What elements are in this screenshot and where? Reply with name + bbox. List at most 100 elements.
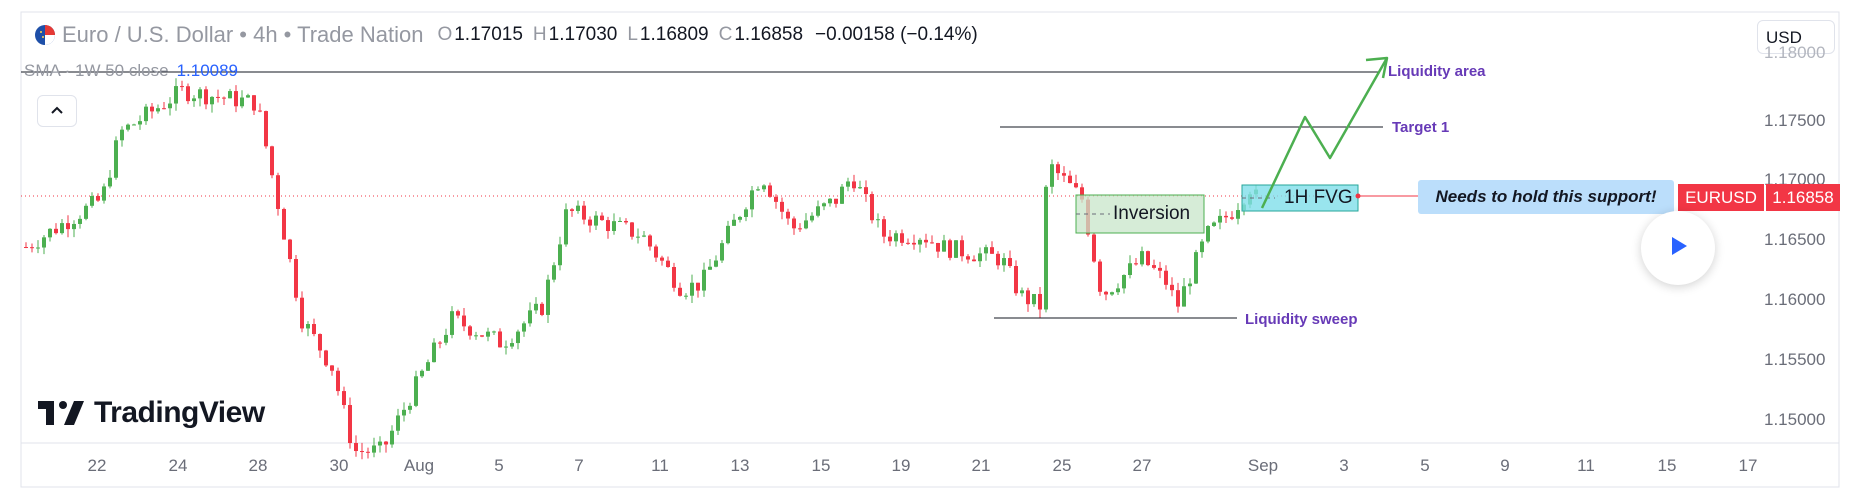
- candle-body: [936, 242, 940, 252]
- candle-body: [168, 103, 172, 109]
- candle-body: [282, 208, 286, 240]
- candle-body: [486, 331, 490, 337]
- candle-body: [138, 121, 142, 125]
- candle-body: [1146, 251, 1150, 266]
- sma-indicator-legend[interactable]: SMA · 1W 50 close 1.10089: [24, 61, 238, 81]
- candle-body: [570, 209, 574, 211]
- currency-button[interactable]: USD: [1757, 20, 1835, 54]
- candle-body: [444, 334, 448, 343]
- candle-body: [1068, 175, 1072, 184]
- candle-body: [876, 219, 880, 221]
- candle-body: [510, 343, 514, 347]
- candle-body: [108, 177, 112, 187]
- candle-body: [1014, 266, 1018, 294]
- candle-body: [1170, 284, 1174, 291]
- candle-body: [360, 451, 364, 453]
- candle-body: [1152, 265, 1156, 268]
- candle-body: [642, 235, 646, 237]
- candle-body: [1026, 290, 1030, 305]
- replay-play-button[interactable]: [1641, 211, 1715, 285]
- play-icon: [1665, 233, 1691, 264]
- candle-body: [1200, 241, 1204, 253]
- support-callout[interactable]: Needs to hold this support!: [1418, 180, 1674, 214]
- time-axis-label: 11: [651, 456, 669, 475]
- time-axis-label: 30: [329, 456, 349, 475]
- candle-body: [690, 282, 694, 296]
- candle-body: [696, 282, 700, 291]
- candle-body: [1104, 291, 1108, 295]
- candle-body: [30, 247, 34, 249]
- candle-body: [624, 220, 628, 223]
- candle-body: [1050, 164, 1054, 187]
- candle-body: [240, 97, 244, 107]
- candle-body: [1116, 288, 1120, 293]
- support-connector-dot: [1355, 193, 1361, 199]
- time-axis-label: 11: [1577, 456, 1595, 475]
- candle-body: [504, 346, 508, 348]
- candle-body: [804, 220, 808, 229]
- candle-body: [150, 106, 154, 112]
- candle-body: [204, 89, 208, 105]
- candle-body: [1218, 215, 1222, 223]
- candle-body: [186, 86, 190, 102]
- candle-body: [774, 196, 778, 202]
- tradingview-logo-icon: [38, 401, 84, 425]
- candle-body: [1176, 290, 1180, 307]
- candle-body: [864, 187, 868, 195]
- target-1-label[interactable]: Target 1: [1392, 119, 1450, 136]
- eu-us-flag-icon: [34, 24, 56, 46]
- candle-body: [990, 247, 994, 254]
- liquidity-area-label[interactable]: Liquidity area: [1388, 63, 1486, 80]
- price-axis-label: 1.15000: [1764, 410, 1826, 429]
- close-value: 1.16858: [734, 24, 804, 45]
- candle-body: [522, 323, 526, 332]
- open-label: O: [437, 24, 453, 45]
- candle-body: [390, 430, 394, 445]
- tradingview-logo[interactable]: TradingView: [38, 396, 265, 430]
- candle-body: [216, 96, 220, 98]
- candle-body: [330, 365, 334, 371]
- candle-body: [372, 445, 376, 453]
- candle-body: [1188, 283, 1192, 287]
- time-axis-label: 19: [891, 456, 911, 475]
- legend-header: Euro / U.S. Dollar • 4h • Trade Nation O…: [34, 22, 978, 48]
- candle-body: [1038, 293, 1042, 310]
- candle-body: [1002, 258, 1006, 266]
- candle-body: [78, 218, 82, 224]
- candle-body: [1074, 183, 1078, 188]
- candle-body: [954, 240, 958, 258]
- collapse-legend-button[interactable]: [37, 95, 77, 127]
- candle-body: [126, 124, 130, 130]
- candle-body: [654, 246, 658, 258]
- candle-body: [438, 342, 442, 344]
- candle-body: [156, 108, 160, 112]
- candle-body: [162, 108, 166, 110]
- chevron-up-icon: [50, 102, 64, 120]
- price-axis-label: 1.16000: [1764, 290, 1826, 309]
- candle-body: [96, 195, 100, 201]
- candle-body: [426, 362, 430, 371]
- candle-body: [678, 287, 682, 296]
- candle-body: [1110, 292, 1114, 295]
- candle-body: [1224, 215, 1228, 218]
- candle-body: [858, 187, 862, 189]
- liquidity-sweep-label[interactable]: Liquidity sweep: [1245, 311, 1358, 328]
- time-axis-label: 21: [971, 456, 991, 475]
- candle-body: [60, 223, 64, 234]
- candle-body: [1098, 261, 1102, 292]
- candle-body: [258, 110, 262, 112]
- candle-body: [888, 236, 892, 242]
- time-axis-label: 9: [1500, 456, 1510, 475]
- symbol-title[interactable]: Euro / U.S. Dollar • 4h • Trade Nation: [62, 22, 424, 47]
- candle-body: [294, 259, 298, 298]
- candle-body: [480, 335, 484, 337]
- candle-body: [1062, 173, 1066, 176]
- fvg-label[interactable]: 1H FVG: [1284, 187, 1353, 208]
- candle-body: [870, 194, 874, 221]
- time-axis-label: 7: [574, 456, 584, 475]
- inversion-label[interactable]: Inversion: [1113, 203, 1191, 224]
- time-axis-label: 25: [1052, 456, 1072, 475]
- candle-body: [384, 441, 388, 445]
- candle-body: [732, 219, 736, 226]
